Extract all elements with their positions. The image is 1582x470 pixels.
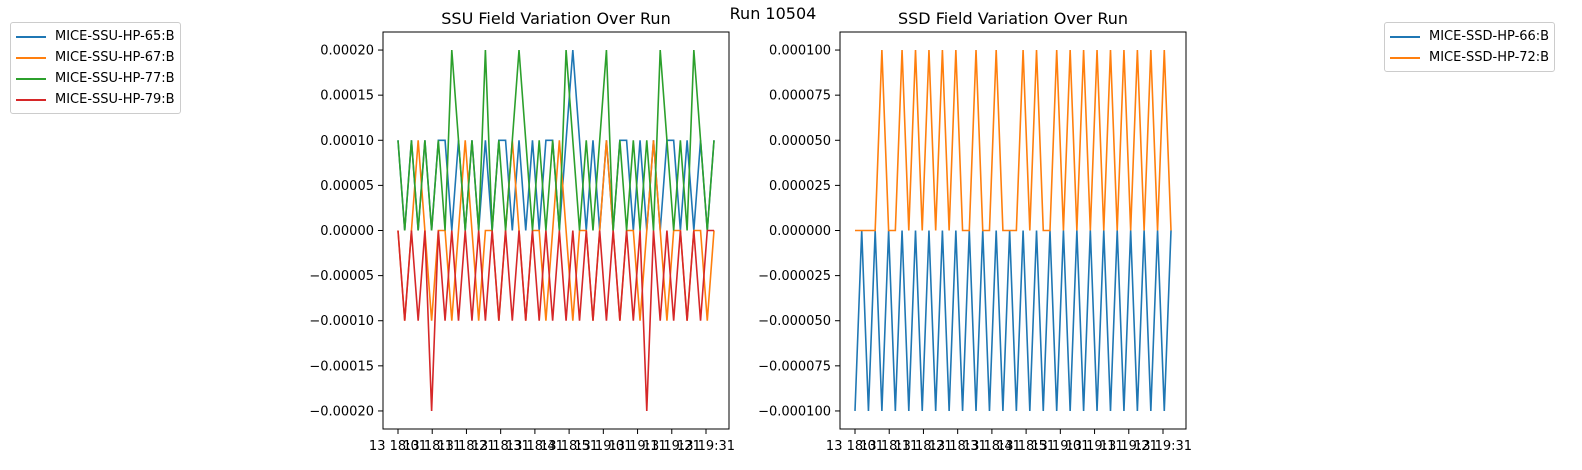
legend-label: MICE-SSU-HP-77:B [55, 71, 175, 86]
y-tick-label: −0.000050 [758, 314, 831, 329]
plot-frame [382, 31, 730, 430]
x-tick-label: 13 19:11 [1065, 439, 1123, 454]
series-line-2 [855, 50, 1172, 232]
series-line-1 [854, 230, 1172, 411]
y-tick-label: 0.000100 [769, 44, 831, 59]
ssu-chart: SSU Field Variation Over Run −0.00020 −0.0… [309, 9, 735, 454]
y-tick-label: −0.000075 [758, 359, 831, 374]
x-tick-label: 13 18:51 [540, 439, 598, 454]
ssd-chart: SSD Field Variation Over Run −0.000100 −0.… [758, 9, 1192, 454]
legend-entry: MICE-SSD-HP-72:B [1390, 47, 1549, 68]
x-tick-label: 13 18:21 [894, 439, 952, 454]
legend-swatch [1390, 56, 1420, 59]
y-tick-label: −0.000025 [758, 269, 831, 284]
legend-label: MICE-SSD-HP-66:B [1429, 29, 1550, 44]
x-tick-label: 13 19:01 [1031, 439, 1089, 454]
y-tick-label: 0.00020 [320, 44, 374, 59]
legend-label: MICE-SSU-HP-65:B [55, 29, 175, 44]
legend-entry: MICE-SSU-HP-65:B [16, 26, 175, 47]
y-tick-label: 0.00000 [320, 224, 374, 239]
x-tick-label: 13 18:41 [963, 439, 1021, 454]
legend-entry: MICE-SSD-HP-66:B [1390, 26, 1549, 47]
x-tick-label: 13 18:21 [437, 439, 495, 454]
legend-label: MICE-SSD-HP-72:B [1429, 50, 1550, 65]
y-tick-label: −0.00020 [309, 404, 374, 419]
legend-swatch [16, 56, 46, 59]
x-tick-label: 13 18:01 [826, 439, 884, 454]
legend-label: MICE-SSU-HP-67:B [55, 50, 175, 65]
x-tick-label: 13 19:11 [608, 439, 666, 454]
x-tick-label: 13 18:51 [997, 439, 1055, 454]
x-tick-label: 13 18:11 [403, 439, 461, 454]
chart-title: SSD Field Variation Over Run [898, 9, 1128, 28]
legend-swatch [16, 35, 46, 38]
x-tick-label: 13 19:21 [1100, 439, 1158, 454]
x-tick-label: 13 18:31 [472, 439, 530, 454]
y-tick-label: 0.00005 [320, 179, 374, 194]
series-line-4 [397, 229, 714, 411]
y-tick-label: −0.00015 [309, 359, 374, 374]
x-tick-label: 13 19:01 [574, 439, 632, 454]
series-line-3 [397, 49, 715, 231]
y-tick-label: 0.000075 [769, 89, 831, 104]
y-tick-label: 0.000000 [769, 224, 831, 239]
legend-entry: MICE-SSU-HP-67:B [16, 47, 175, 68]
chart-title: SSU Field Variation Over Run [441, 9, 670, 28]
y-tick-label: 0.000025 [769, 179, 831, 194]
legend-swatch [16, 98, 46, 101]
y-tick-label: 0.00015 [320, 89, 374, 104]
x-tick-label: 13 19:31 [677, 439, 735, 454]
ssu-legend: MICE-SSU-HP-65:B MICE-SSU-HP-67:B MICE-SSU… [10, 22, 181, 114]
legend-swatch [1390, 35, 1420, 38]
x-tick-label: 13 19:31 [1134, 439, 1192, 454]
legend-label: MICE-SSU-HP-79:B [55, 92, 175, 107]
y-tick-label: −0.00005 [309, 269, 374, 284]
x-tick-label: 13 18:11 [860, 439, 918, 454]
y-tick-label: 0.00010 [320, 134, 374, 149]
x-tick-label: 13 18:01 [369, 439, 427, 454]
plot-frame [839, 31, 1187, 430]
ssd-legend: MICE-SSD-HP-66:B MICE-SSD-HP-72:B [1384, 22, 1556, 72]
legend-entry: MICE-SSU-HP-77:B [16, 68, 175, 89]
figure-title: Run 10504 [730, 4, 817, 23]
legend-entry: MICE-SSU-HP-79:B [16, 89, 175, 110]
x-tick-label: 13 19:21 [643, 439, 701, 454]
x-tick-label: 13 18:41 [506, 439, 564, 454]
y-tick-label: −0.000100 [758, 404, 831, 419]
x-tick-label: 13 18:31 [929, 439, 987, 454]
y-tick-label: −0.00010 [309, 314, 374, 329]
legend-swatch [16, 77, 46, 80]
y-tick-label: 0.000050 [769, 134, 831, 149]
